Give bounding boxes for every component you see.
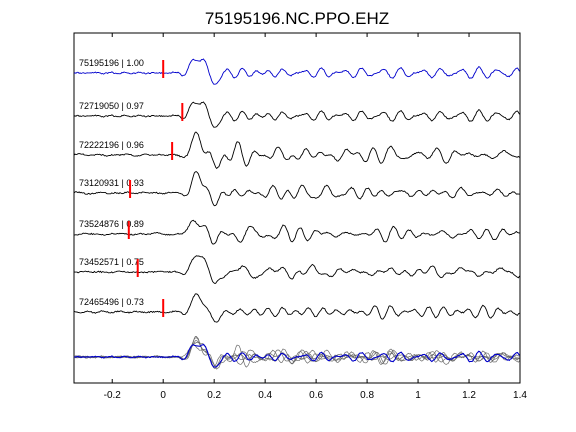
chart-title: 75195196.NC.PPO.EHZ: [205, 9, 389, 28]
trace-label-2: 72222196 | 0.96: [79, 140, 144, 150]
x-axis: -0.2 0 0.2 0.4 0.6 0.8 1 1.2 1.4: [104, 33, 527, 401]
overlay-trace-3: [73, 337, 520, 369]
plot-frame: [73, 32, 521, 384]
trace-label-6: 72465496 | 0.73: [79, 297, 144, 307]
trace-line-5: [73, 255, 520, 284]
overlay-trace-6: [73, 340, 520, 367]
trace-line-2: [73, 131, 520, 170]
x-tick-label-3: 0.4: [258, 390, 272, 401]
x-tick-label-2: 0.2: [207, 390, 221, 401]
trace-label-4: 73524876 | 0.89: [79, 219, 144, 229]
x-tick-label-5: 0.8: [360, 390, 374, 401]
trace-line-3: [73, 171, 520, 207]
x-tick-label-7: 1.2: [462, 390, 476, 401]
overlay-trace-reference: [73, 343, 520, 368]
trace-line-6: [73, 293, 520, 323]
trace-label-3: 73120931 | 0.93: [79, 178, 144, 188]
overlay-trace-2: [73, 336, 520, 370]
trace-label-5: 73452571 | 0.75: [79, 257, 144, 267]
pick-markers-group: [127, 60, 184, 317]
x-tick-label-6: 1: [415, 390, 421, 401]
trace-label-0: 75195196 | 1.00: [79, 58, 144, 68]
trace-labels-group: 75195196 | 1.00 72719050 | 0.97 72222196 |…: [79, 58, 144, 307]
x-tick-label-4: 0.6: [309, 390, 323, 401]
trace-label-1: 72719050 | 0.97: [79, 101, 144, 111]
trace-line-4: [73, 219, 520, 245]
trace-line-1: [73, 101, 520, 128]
overlay-trace-4: [73, 344, 520, 367]
trace-line-0: [73, 58, 520, 85]
x-tick-label-0: -0.2: [104, 390, 122, 401]
overlay-stack: [73, 336, 520, 370]
x-tick-label-8: 1.4: [513, 390, 527, 401]
x-tick-label-1: 0: [160, 390, 166, 401]
traces-group: [73, 58, 520, 323]
